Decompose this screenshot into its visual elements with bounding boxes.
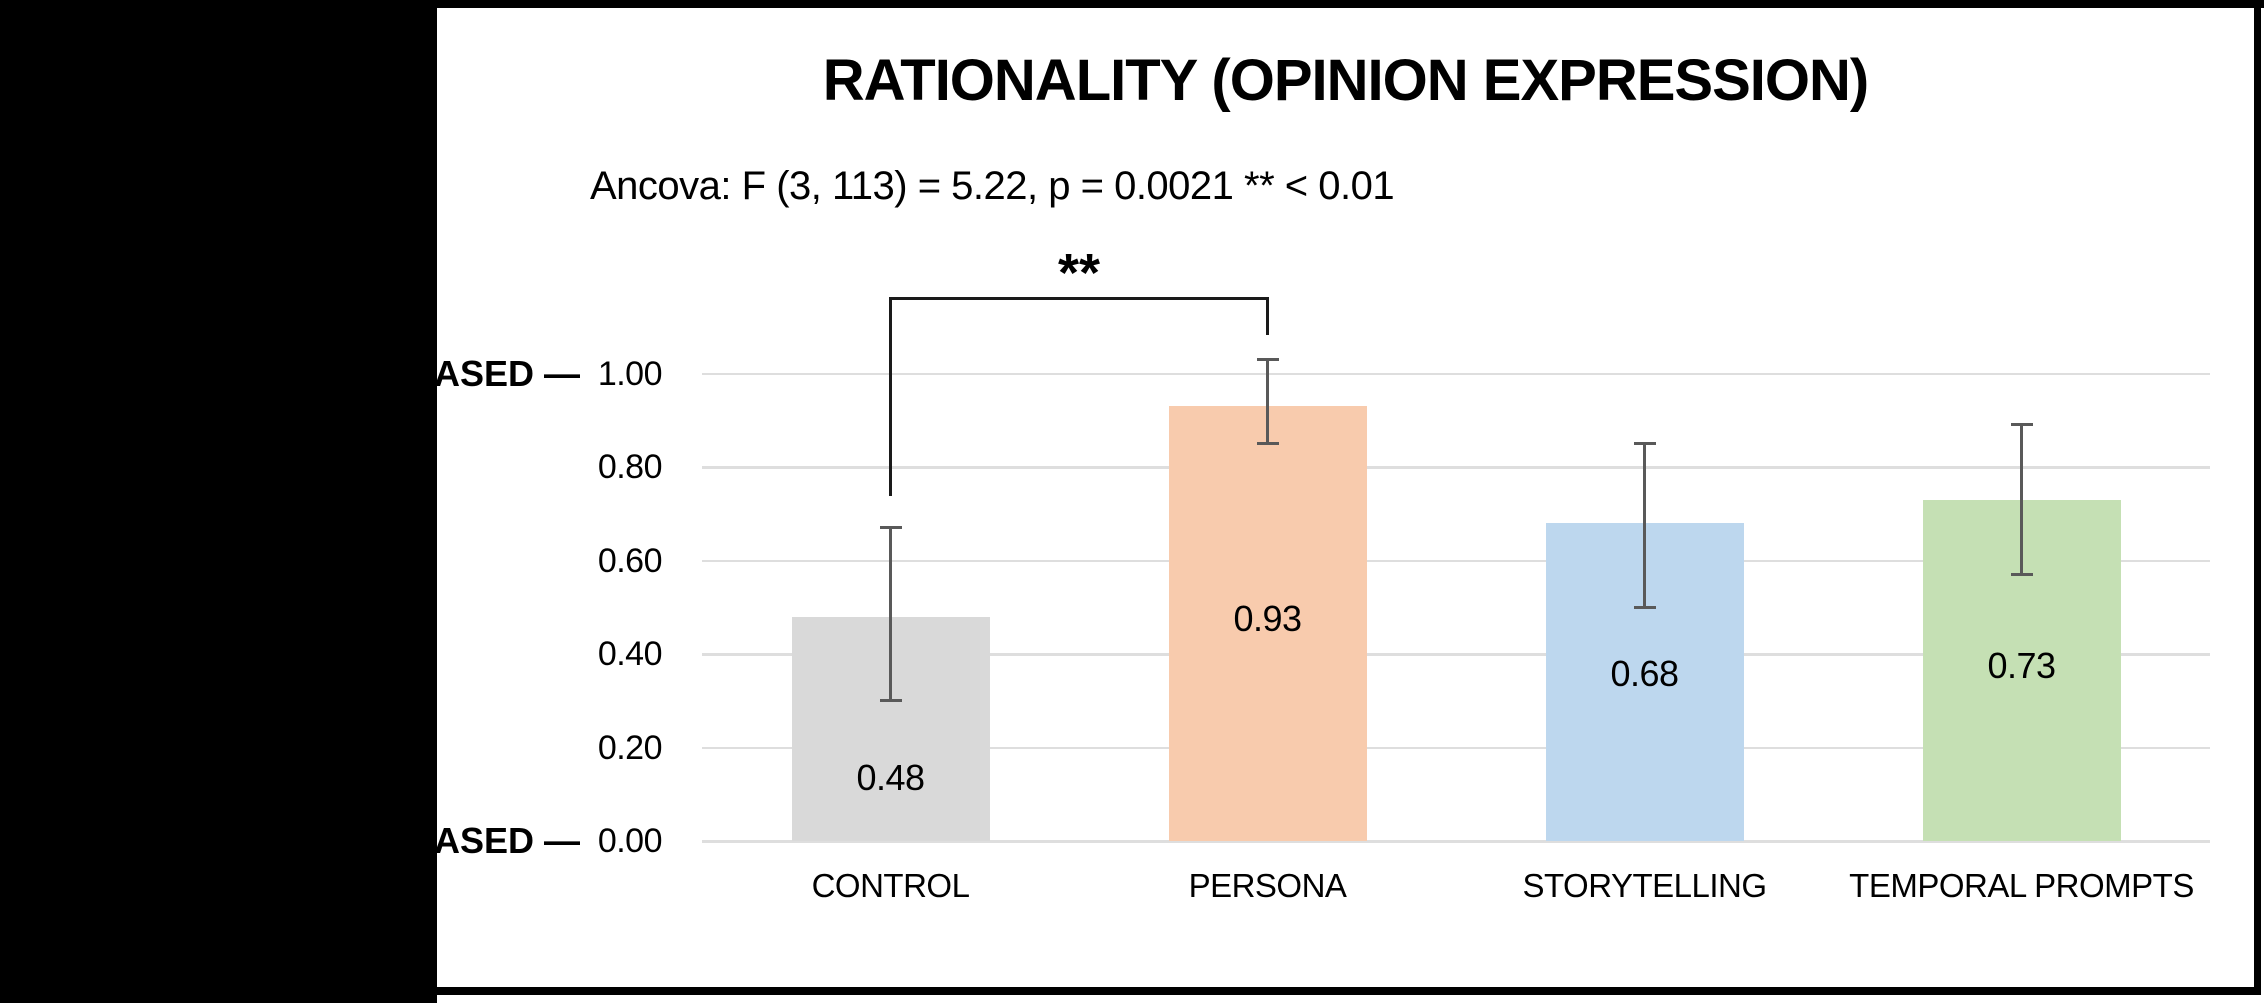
error-bar-cap bbox=[1633, 442, 1656, 446]
y-axis-tick-label: 0.00 bbox=[597, 822, 663, 860]
category-label: TEMPORAL PROMPTS bbox=[1849, 867, 2194, 904]
ancova-annotation: Ancova: F (3, 113) = 5.22, p = 0.0021 **… bbox=[590, 164, 1395, 208]
y-axis-tick-label: 0.80 bbox=[597, 448, 663, 486]
bar-value-label: 0.48 bbox=[856, 756, 925, 798]
error-bar-cap bbox=[879, 699, 902, 703]
increased-axis-annotation: ASED — bbox=[433, 352, 580, 394]
error-bar-line bbox=[1643, 443, 1646, 608]
error-bar-cap bbox=[2010, 423, 2033, 427]
error-bar-cap bbox=[1256, 442, 1279, 446]
gridline bbox=[702, 372, 2210, 375]
error-bar-cap bbox=[2010, 573, 2033, 577]
error-bar-line bbox=[1266, 359, 1269, 444]
gridline bbox=[702, 466, 2210, 469]
y-axis-tick-label: 1.00 bbox=[597, 354, 663, 393]
category-label: PERSONA bbox=[1188, 867, 1347, 904]
gridline bbox=[702, 559, 2210, 562]
bar-value-label: 0.73 bbox=[1987, 645, 2056, 687]
significance-bracket-horizontal bbox=[890, 297, 1268, 300]
frame-right-border bbox=[2254, 0, 2261, 994]
category-label: CONTROL bbox=[811, 867, 970, 904]
frame-bottom-border bbox=[0, 987, 2261, 995]
error-bar-cap bbox=[879, 526, 902, 530]
frame-top-border bbox=[0, 0, 2264, 8]
error-bar-line bbox=[889, 527, 892, 701]
y-axis-tick-label: 0.20 bbox=[597, 728, 663, 767]
y-axis-tick-label: 0.40 bbox=[597, 635, 663, 673]
gridline bbox=[702, 653, 2210, 656]
chart-title: RATIONALITY (OPINION EXPRESSION) bbox=[822, 48, 1869, 113]
bar-value-label: 0.93 bbox=[1233, 597, 1302, 639]
error-bar-line bbox=[2020, 424, 2023, 575]
significance-bracket-right-drop bbox=[1266, 297, 1269, 335]
decreased-axis-annotation: ASED — bbox=[433, 820, 580, 861]
category-label: STORYTELLING bbox=[1522, 867, 1767, 904]
gridline bbox=[702, 746, 2210, 749]
significance-bracket-left-drop bbox=[889, 297, 892, 497]
y-axis-tick-label: 0.60 bbox=[597, 541, 663, 580]
bar-persona bbox=[1168, 406, 1367, 841]
bar-value-label: 0.68 bbox=[1610, 653, 1679, 695]
error-bar-cap bbox=[1633, 605, 1656, 609]
error-bar-cap bbox=[1256, 357, 1279, 361]
black-mask-rectangle bbox=[0, 0, 437, 1003]
gridline bbox=[702, 840, 2210, 843]
significance-stars: ** bbox=[1057, 242, 1101, 303]
